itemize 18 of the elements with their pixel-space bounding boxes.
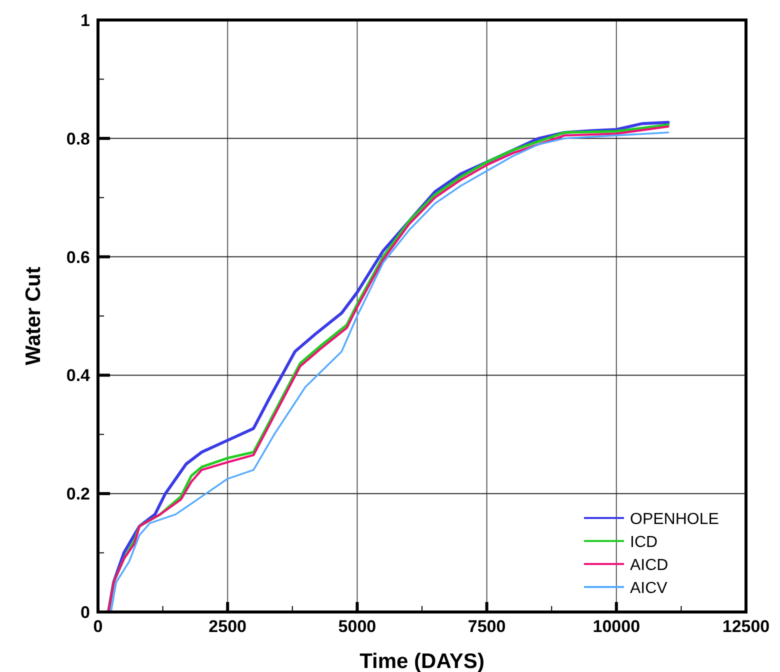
x-axis-title: Time (DAYS) — [360, 650, 484, 672]
legend-label: AICD — [630, 557, 668, 574]
x-tick-label: 2500 — [208, 617, 247, 636]
x-tick-label: 7500 — [468, 617, 506, 636]
y-tick-label: 0 — [80, 603, 90, 622]
y-tick-label: 0.4 — [66, 366, 91, 386]
y-tick-label: 1 — [80, 11, 90, 30]
y-tick-label: 0.2 — [66, 484, 90, 504]
legend-label: ICD — [630, 534, 658, 551]
x-tick-label: 10000 — [592, 617, 640, 636]
y-tick-label: 0.8 — [66, 129, 90, 148]
y-axis-title: Water Cut — [22, 266, 45, 366]
x-tick-label: 12500 — [722, 617, 770, 636]
legend-label: OPENHOLE — [630, 511, 719, 528]
y-tick-label: 0.6 — [66, 248, 90, 267]
x-tick-label: 0 — [93, 617, 103, 636]
legend-label: AICV — [630, 580, 668, 597]
x-tick-label: 5000 — [338, 617, 376, 636]
